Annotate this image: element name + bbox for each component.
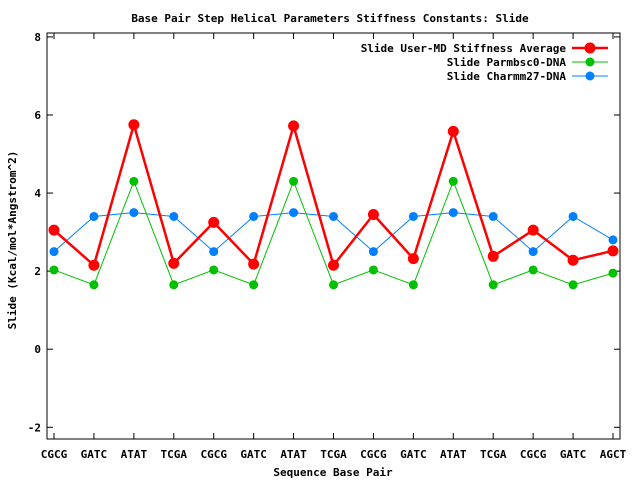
legend-marker — [585, 57, 595, 67]
data-point — [329, 280, 338, 290]
data-point — [568, 211, 578, 221]
data-point — [208, 216, 220, 228]
y-tick-label: 2 — [34, 265, 41, 278]
data-point — [168, 257, 180, 269]
x-tick-label: ATAT — [280, 448, 307, 461]
y-tick-label: -2 — [28, 421, 41, 434]
data-point — [487, 250, 499, 262]
legend-marker — [584, 42, 596, 54]
data-point — [447, 125, 459, 137]
data-point — [289, 176, 299, 186]
y-tick-label: 0 — [34, 343, 41, 356]
chart-title: Base Pair Step Helical Parameters Stiffn… — [131, 12, 529, 25]
data-point — [528, 247, 538, 257]
x-tick-label: CGCG — [360, 448, 387, 461]
x-tick-label: GATC — [400, 448, 427, 461]
legend-marker — [585, 71, 595, 81]
y-axis-label: Slide (Kcal/mol*Angstrom^2) — [6, 151, 19, 330]
data-point — [527, 224, 539, 236]
data-point — [249, 280, 259, 290]
data-point — [248, 258, 260, 270]
data-point — [328, 259, 339, 271]
data-point — [528, 265, 538, 275]
x-tick-label: TCGA — [480, 448, 507, 461]
data-point — [129, 208, 139, 218]
x-tick-label: AGCT — [600, 448, 627, 461]
legend-label: Slide Charmm27-DNA — [447, 70, 567, 83]
data-point — [407, 253, 419, 265]
data-point — [607, 245, 619, 257]
data-point — [129, 176, 139, 186]
x-tick-label: GATC — [240, 448, 267, 461]
series-1 — [49, 176, 618, 290]
x-tick-label: GATC — [81, 448, 108, 461]
data-point — [367, 209, 379, 221]
data-point — [488, 280, 498, 290]
series-layer — [48, 119, 619, 290]
legend-label: Slide User-MD Stiffness Average — [361, 42, 567, 55]
data-point — [89, 211, 99, 221]
series-line — [53, 120, 614, 268]
data-point — [408, 280, 418, 290]
data-point — [568, 280, 578, 290]
data-point — [488, 211, 498, 221]
data-point — [608, 268, 618, 278]
data-point — [169, 211, 179, 221]
data-point — [49, 247, 59, 257]
x-axis: CGCG GATC ATAT TCGA CGCG GATC ATAT TCGA CGCG GATC… — [41, 33, 627, 461]
data-point — [48, 224, 60, 236]
data-point — [209, 265, 219, 275]
data-point — [289, 208, 299, 218]
x-tick-label: CGCG — [41, 448, 68, 461]
data-point — [368, 247, 378, 257]
x-axis-label: Sequence Base Pair — [273, 466, 393, 479]
y-tick-label: 4 — [34, 187, 41, 200]
x-tick-label: CGCG — [520, 448, 547, 461]
data-point — [408, 211, 418, 221]
x-tick-label: ATAT — [440, 448, 467, 461]
x-tick-label: TCGA — [161, 448, 188, 461]
legend-label: Slide Parmbsc0-DNA — [447, 56, 567, 69]
data-point — [448, 208, 458, 218]
y-tick-label: 6 — [34, 109, 41, 122]
series-0 — [48, 119, 619, 271]
x-tick-label: CGCG — [200, 448, 227, 461]
data-point — [128, 119, 140, 131]
x-tick-label: ATAT — [121, 448, 148, 461]
data-point — [249, 211, 259, 221]
data-point — [448, 176, 458, 186]
data-point — [608, 235, 618, 245]
plot-frame — [46, 32, 621, 440]
data-point — [49, 265, 59, 275]
data-point — [89, 280, 99, 290]
data-point — [329, 211, 338, 221]
y-tick-label: 8 — [34, 31, 41, 44]
data-point — [88, 259, 100, 271]
data-point — [368, 265, 378, 275]
data-point — [169, 280, 179, 290]
data-point — [567, 254, 579, 266]
data-point — [288, 120, 300, 132]
x-tick-label: TCGA — [320, 448, 347, 461]
data-point — [209, 247, 219, 257]
x-tick-label: GATC — [560, 448, 587, 461]
y-axis: -2 0 2 4 6 8 — [28, 31, 620, 434]
